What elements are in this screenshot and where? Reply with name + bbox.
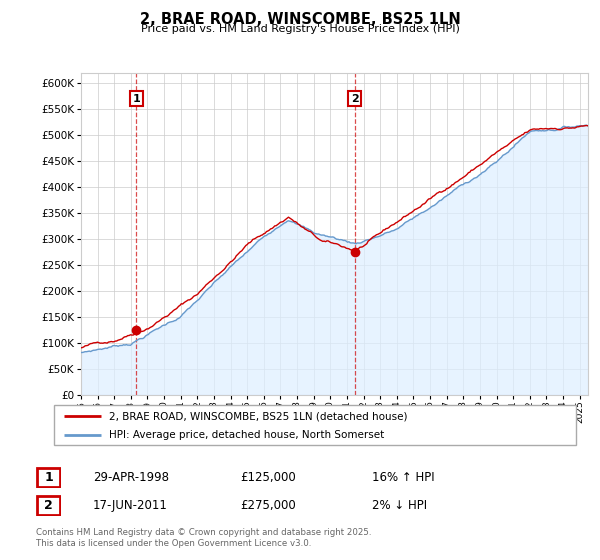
Text: HPI: Average price, detached house, North Somerset: HPI: Average price, detached house, Nort… (109, 430, 384, 440)
Text: 1: 1 (44, 470, 53, 484)
Text: £275,000: £275,000 (240, 498, 296, 512)
Text: Contains HM Land Registry data © Crown copyright and database right 2025.
This d: Contains HM Land Registry data © Crown c… (36, 528, 371, 548)
Text: 17-JUN-2011: 17-JUN-2011 (93, 498, 168, 512)
FancyBboxPatch shape (37, 468, 60, 487)
Text: 2% ↓ HPI: 2% ↓ HPI (372, 498, 427, 512)
Text: £125,000: £125,000 (240, 470, 296, 484)
FancyBboxPatch shape (54, 405, 576, 445)
Text: Price paid vs. HM Land Registry's House Price Index (HPI): Price paid vs. HM Land Registry's House … (140, 24, 460, 34)
Text: 1: 1 (133, 94, 140, 104)
Text: 2, BRAE ROAD, WINSCOMBE, BS25 1LN: 2, BRAE ROAD, WINSCOMBE, BS25 1LN (140, 12, 460, 27)
FancyBboxPatch shape (37, 496, 60, 515)
Text: 16% ↑ HPI: 16% ↑ HPI (372, 470, 434, 484)
Text: 29-APR-1998: 29-APR-1998 (93, 470, 169, 484)
Text: 2, BRAE ROAD, WINSCOMBE, BS25 1LN (detached house): 2, BRAE ROAD, WINSCOMBE, BS25 1LN (detac… (109, 411, 407, 421)
Text: 2: 2 (44, 498, 53, 512)
Text: 2: 2 (351, 94, 358, 104)
